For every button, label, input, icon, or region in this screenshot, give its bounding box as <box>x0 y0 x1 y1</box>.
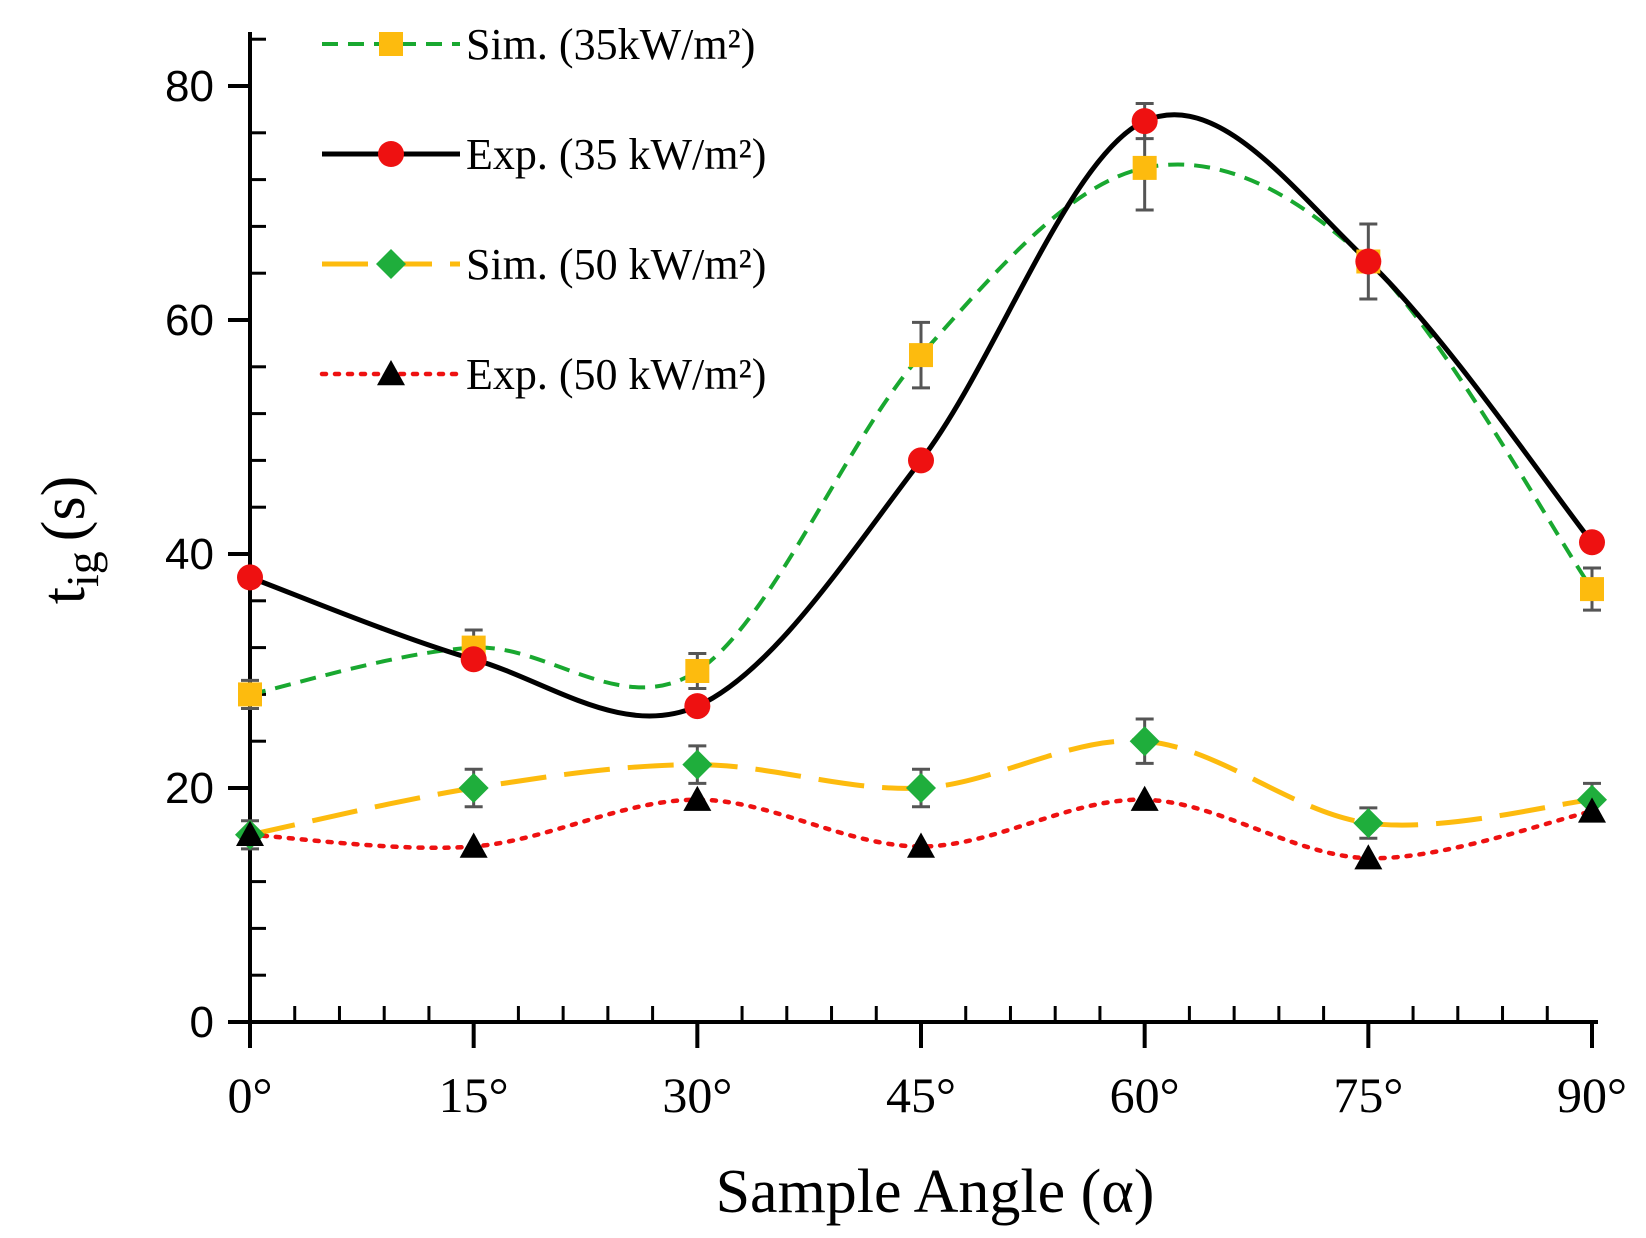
x-tick-label: 75° <box>1333 1067 1403 1123</box>
y-tick-label: 40 <box>165 530 214 579</box>
y-tick-label: 60 <box>165 296 214 345</box>
legend-marker-2 <box>376 249 406 279</box>
y-tick-label: 80 <box>165 62 214 111</box>
marker-3-point <box>1578 797 1606 823</box>
y-axis-title-sub: ig <box>57 551 108 587</box>
x-tick-label: 30° <box>662 1067 732 1123</box>
marker-2-point <box>682 749 713 780</box>
marker-3-point <box>1354 844 1383 870</box>
marker-3-point <box>236 820 264 846</box>
x-tick-label: 0° <box>228 1067 273 1123</box>
y-axis-title-main: t <box>30 587 98 604</box>
axes-group: 0 20 40 60 80 0° 15° 30° 45° 60° 75° 90° <box>165 32 1627 1123</box>
x-tick-label: 45° <box>886 1067 956 1123</box>
legend-label-2: Sim. (50 kW/m²) <box>466 240 766 289</box>
marker-2-point <box>906 773 936 803</box>
marker-3-point <box>907 832 935 858</box>
x-tick-label: 60° <box>1110 1067 1180 1123</box>
marker-0-point <box>1580 577 1604 602</box>
marker-2-point <box>1129 726 1160 757</box>
marker-0-point <box>1132 155 1157 180</box>
marker-0-point <box>238 682 262 707</box>
y-axis-title-unit: (s) <box>30 476 98 541</box>
legend-marker-0 <box>379 32 403 56</box>
x-tick-label: 15° <box>439 1067 509 1123</box>
marker-1-point <box>1131 108 1158 135</box>
legend-label-0: Sim. (35kW/m²) <box>466 20 755 69</box>
y-tick-label: 0 <box>190 998 214 1047</box>
series-lines <box>247 112 1595 861</box>
x-axis-title: Sample Angle (α) <box>716 1158 1155 1226</box>
marker-3-point <box>1130 785 1159 811</box>
marker-2-point <box>1353 808 1384 839</box>
marker-0-point <box>909 343 933 368</box>
y-tick-label: 20 <box>165 764 214 813</box>
marker-1-point <box>460 646 487 673</box>
marker-1-point <box>908 447 934 474</box>
series-line-1 <box>249 112 1594 719</box>
marker-1-point <box>1355 248 1382 275</box>
legend-marker-1 <box>378 141 404 167</box>
x-tick-label: 90° <box>1557 1067 1627 1123</box>
marker-1-point <box>684 693 711 720</box>
marker-2-point <box>458 773 489 803</box>
series-line-0 <box>249 162 1594 697</box>
error-bars <box>241 102 1601 851</box>
legend-label-1: Exp. (35 kW/m²) <box>466 130 766 179</box>
marker-1-point <box>1579 529 1605 556</box>
y-axis-title: tig (s) <box>30 476 108 604</box>
legend: Sim. (35kW/m²) Exp. (35 kW/m²) Sim. (50 kW… <box>319 20 766 399</box>
series-markers <box>235 108 1607 870</box>
marker-0-point <box>685 659 710 683</box>
legend-marker-3 <box>377 360 405 386</box>
marker-1-point <box>237 564 263 591</box>
marker-3-point <box>459 832 488 858</box>
marker-3-point <box>683 785 712 811</box>
legend-label-3: Exp. (50 kW/m²) <box>466 350 766 399</box>
